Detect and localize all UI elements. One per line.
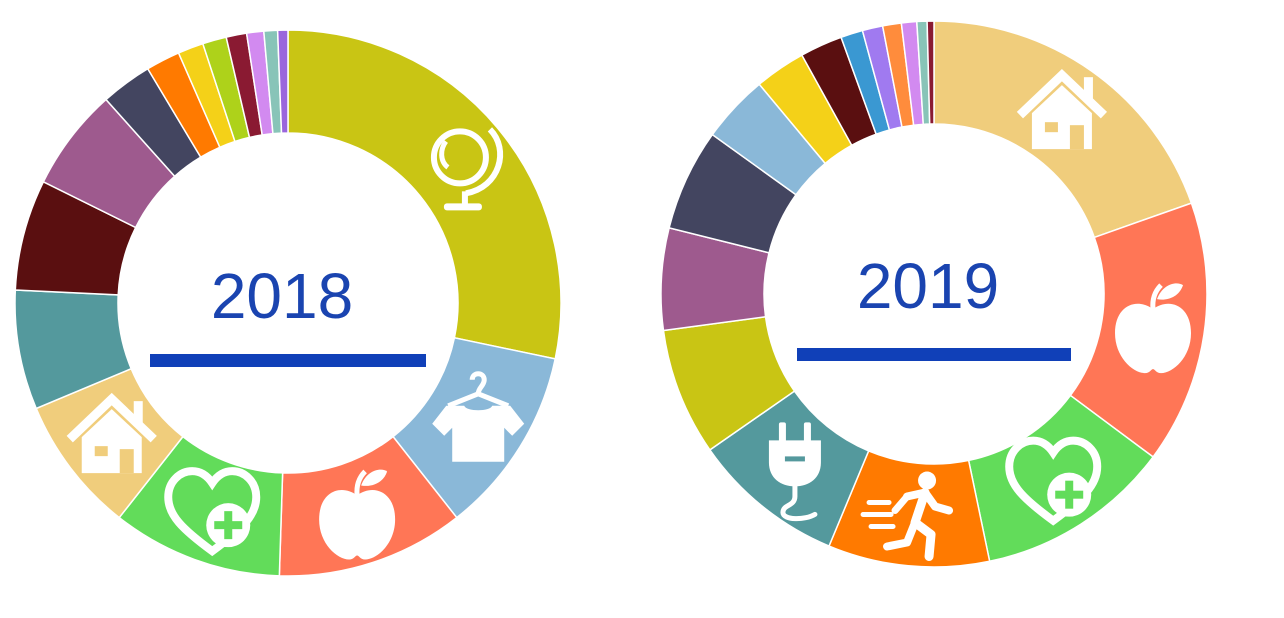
- donut-chart-2019: 2019: [660, 20, 1208, 568]
- year-underline: [797, 348, 1071, 361]
- year-underline: [150, 354, 426, 367]
- house-icon: [66, 392, 157, 474]
- heart-plus-icon: [164, 467, 261, 557]
- donut-center: [118, 133, 458, 473]
- power-plug-icon: [768, 422, 821, 522]
- running-person-icon: [860, 471, 954, 562]
- globe-icon: [430, 127, 504, 211]
- heart-plus-icon: [1005, 436, 1102, 526]
- year-label: 2018: [211, 260, 353, 332]
- apple-icon: [1115, 283, 1192, 374]
- clothes-hanger-icon: [432, 371, 525, 462]
- house-icon: [1016, 68, 1108, 150]
- year-label: 2019: [857, 250, 999, 322]
- donut-chart-2018: 2018: [14, 29, 562, 577]
- apple-icon: [319, 469, 396, 560]
- donut-center: [764, 124, 1104, 464]
